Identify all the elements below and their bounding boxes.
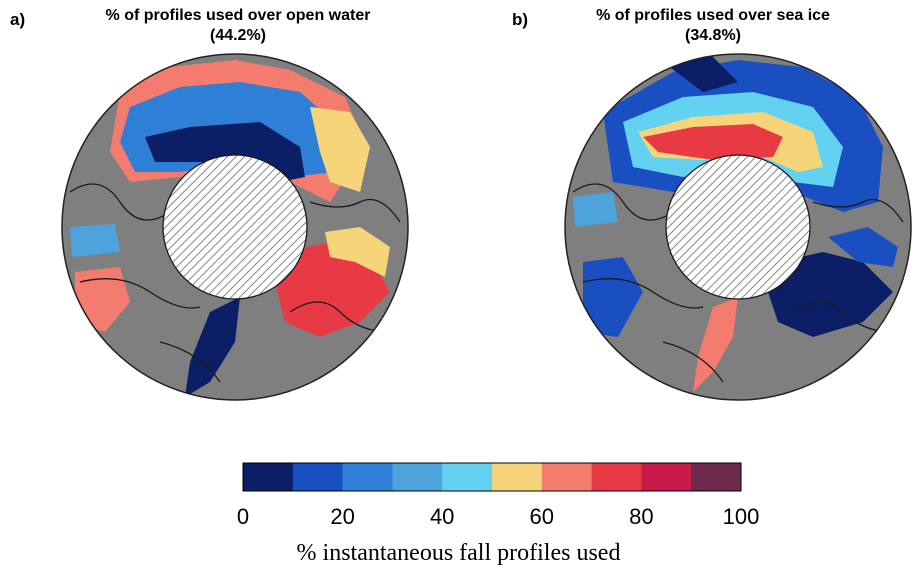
map-border-b (564, 53, 912, 401)
ocean-band-greenland-a (185, 297, 240, 397)
ice-band-atlantic-b (768, 252, 893, 337)
colorbar-tick-label: 100 (722, 504, 760, 529)
colorbar-tick-label: 0 (236, 504, 250, 529)
ice-band-west-b (583, 257, 643, 337)
pole-hole-a (162, 154, 308, 300)
panel-b: b) % of profiles used over sea ice (34.8… (458, 0, 917, 430)
panel-title-b: % of profiles used over sea ice (34.8%) (563, 6, 863, 46)
panel-a: a) % of profiles used over open water (4… (0, 0, 460, 430)
colorbar-tick-label: 40 (429, 504, 455, 529)
colorbar-segment (492, 463, 543, 491)
colorbar-segment (442, 463, 493, 491)
polar-map-b (564, 53, 912, 401)
ocean-band-west-a (75, 267, 130, 332)
panel-title-a-line1: % of profiles used over open water (105, 7, 371, 24)
ice-band-red-b (643, 124, 783, 160)
colorbar-segment (243, 463, 294, 491)
colorbar-border (242, 462, 742, 492)
coastline-b (572, 183, 904, 383)
ocean-band-atlantic-a (275, 242, 390, 337)
colorbar-segment (392, 463, 443, 491)
colorbar-segment (691, 463, 742, 491)
panel-label-b: b) (512, 10, 529, 29)
coastline-a (69, 183, 401, 383)
ice-band-atlantic-blue-b (828, 227, 898, 267)
ice-band-west-light-b (573, 192, 618, 227)
pole-hole-b (665, 154, 811, 300)
colorbar-tick-label: 80 (629, 504, 654, 529)
colorbar-segment (292, 463, 344, 491)
ocean-band-atlantic-yellow-a (325, 227, 390, 277)
polar-map-a (61, 53, 409, 401)
ocean-band-yellow-a (310, 107, 370, 192)
colorbar-segment (342, 463, 393, 491)
colorbar-tick-label: 60 (529, 504, 555, 529)
panel-title-b-line2: (34.8%) (684, 27, 742, 44)
panel-title-b-line1: % of profiles used over sea ice (596, 7, 830, 24)
panel-label-a: a) (10, 10, 26, 29)
colorbar-label: % instantaneous fall profiles used (296, 540, 621, 566)
ocean-band-west-blue-a (70, 224, 120, 257)
colorbar-segment (541, 463, 593, 491)
colorbar (242, 462, 742, 492)
colorbar-tick-label: 20 (330, 504, 355, 529)
ice-band-greenland-b (693, 297, 738, 392)
panel-title-a: % of profiles used over open water (44.2… (88, 6, 388, 46)
colorbar-segment (591, 463, 642, 491)
panel-title-a-line2: (44.2%) (209, 27, 267, 44)
colorbar-segment (641, 463, 692, 491)
map-border-a (61, 53, 409, 401)
